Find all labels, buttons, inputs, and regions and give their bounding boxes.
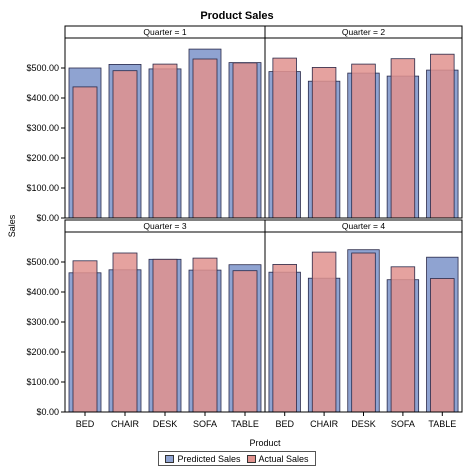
x-tick-label-bed: BED xyxy=(76,419,95,429)
x-tick-label-desk: DESK xyxy=(153,419,178,429)
bar-actual-chair xyxy=(311,251,337,413)
y-tick-label: $100.00 xyxy=(26,377,59,387)
bar-actual-sofa xyxy=(390,266,416,413)
bar-actual-desk xyxy=(351,252,376,413)
bar-actual-bed xyxy=(272,263,297,413)
x-tick-label-table: TABLE xyxy=(428,419,456,429)
legend-label-actual: Actual Sales xyxy=(258,453,309,464)
bar-actual-sofa xyxy=(192,58,218,219)
bar-actual-table xyxy=(430,53,455,219)
bar-actual-desk xyxy=(152,63,178,219)
x-tick-label-sofa: SOFA xyxy=(193,419,217,429)
y-tick-label: $200.00 xyxy=(26,153,59,163)
actual-swatch xyxy=(246,454,256,463)
y-tick-label: $500.00 xyxy=(26,63,59,73)
legend: Predicted Sales Actual Sales xyxy=(158,451,316,466)
panel-quarter-3: Quarter = 3 xyxy=(64,219,266,413)
panel-strip-label: Quarter = 2 xyxy=(342,27,386,37)
x-tick-label-chair: CHAIR xyxy=(111,419,140,429)
panel-quarter-2: Quarter = 2 xyxy=(264,25,463,219)
panel-frame xyxy=(264,25,463,219)
legend-item-predicted: Predicted Sales xyxy=(165,453,241,464)
legend-label-predicted: Predicted Sales xyxy=(177,453,241,464)
bar-actual-bed xyxy=(72,260,98,413)
bar-actual-table xyxy=(232,62,258,219)
x-tick-label-chair: CHAIR xyxy=(310,419,339,429)
bar-actual-desk xyxy=(351,63,376,219)
predicted-swatch xyxy=(165,454,175,463)
y-axis-label: Sales xyxy=(7,214,17,237)
bar-actual-table xyxy=(232,270,258,413)
y-tick-label: $0.00 xyxy=(36,407,59,417)
bar-actual-bed xyxy=(272,57,297,219)
y-tick-label: $0.00 xyxy=(36,213,59,223)
y-tick-label: $300.00 xyxy=(26,123,59,133)
bar-actual-sofa xyxy=(390,58,416,219)
x-axis-label: Product xyxy=(249,438,281,448)
bar-actual-chair xyxy=(311,67,337,219)
y-tick-label: $400.00 xyxy=(26,93,59,103)
bar-actual-chair xyxy=(112,70,138,219)
y-tick-label: $100.00 xyxy=(26,183,59,193)
x-tick-label-sofa: SOFA xyxy=(391,419,415,429)
panel-quarter-4: Quarter = 4 xyxy=(264,219,463,413)
panel-strip-label: Quarter = 4 xyxy=(342,221,386,231)
y-tick-label: $500.00 xyxy=(26,257,59,267)
bar-actual-desk xyxy=(152,258,178,413)
bar-actual-chair xyxy=(112,252,138,413)
panel-strip-label: Quarter = 3 xyxy=(143,221,187,231)
bar-actual-table xyxy=(430,278,455,413)
x-tick-label-table: TABLE xyxy=(231,419,259,429)
panel-grid: Quarter = 1 Quarter = 2 Quarter = 3 Quarter… xyxy=(26,25,463,429)
y-tick-label: $300.00 xyxy=(26,317,59,327)
bar-actual-sofa xyxy=(192,257,218,413)
y-tick-label: $400.00 xyxy=(26,287,59,297)
panel-strip-label: Quarter = 1 xyxy=(143,27,187,37)
x-tick-label-bed: BED xyxy=(275,419,294,429)
x-tick-label-desk: DESK xyxy=(351,419,376,429)
panel-quarter-1: Quarter = 1 xyxy=(64,25,266,219)
legend-item-actual: Actual Sales xyxy=(246,453,309,464)
y-tick-label: $200.00 xyxy=(26,347,59,357)
chart-title: Product Sales xyxy=(200,10,273,22)
bar-actual-bed xyxy=(72,86,98,219)
